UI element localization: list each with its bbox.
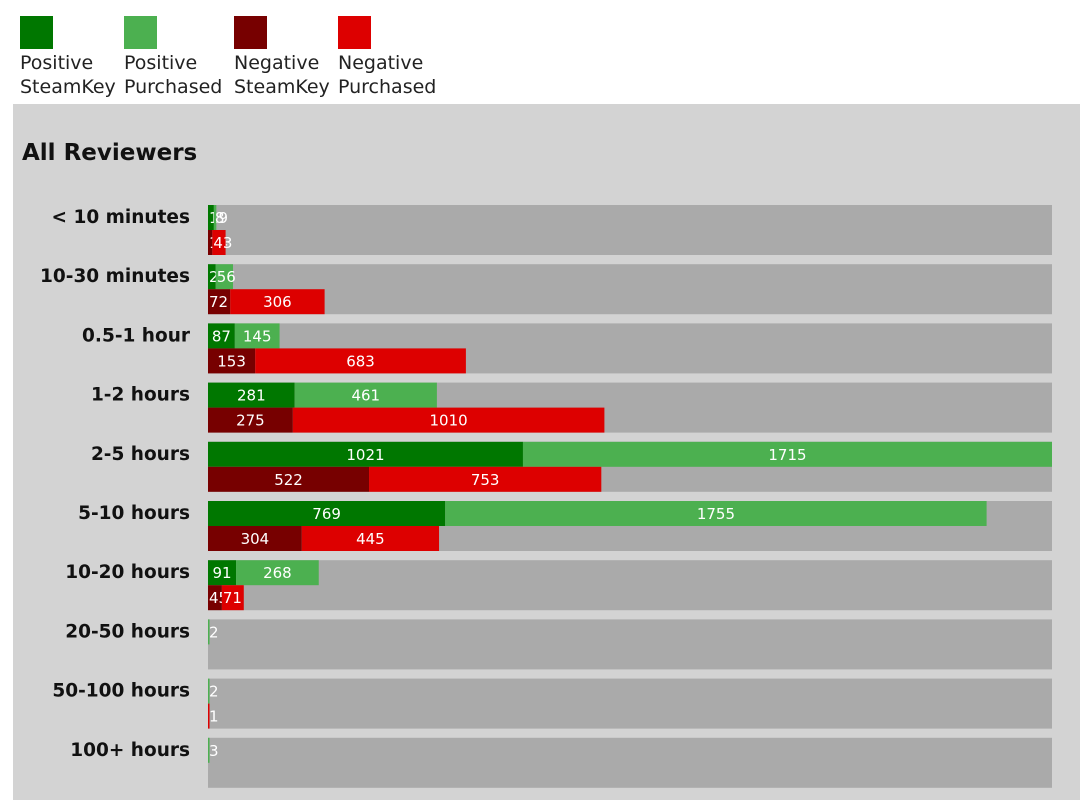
bar-value-label: 1715: [768, 446, 806, 464]
bar-negative-steamkey: [208, 526, 302, 551]
bar-track: [208, 205, 1052, 255]
bar-value-label: 1755: [697, 505, 735, 523]
bar-value-label: 306: [263, 293, 292, 311]
bar-negative-purchased: [221, 585, 244, 611]
bar-value-label: 769: [312, 505, 341, 523]
legend-item: Negative Purchased: [338, 16, 436, 99]
bar-negative-steamkey: [208, 407, 293, 433]
bar-negative-purchased: [369, 466, 602, 492]
bar-positive-steamkey: [208, 205, 214, 230]
bar-value-label: 1: [209, 708, 219, 726]
bar-positive-purchased: [208, 678, 210, 704]
bar-positive-purchased: [236, 560, 319, 586]
bar-positive-steamkey: [208, 382, 295, 408]
bar-value-label: 445: [356, 530, 385, 548]
bar-value-label: 71: [223, 589, 242, 607]
bar-track: [208, 264, 1052, 315]
bar-value-label: 145: [243, 327, 272, 345]
bar-positive-purchased: [445, 501, 987, 526]
legend-item: Negative SteamKey: [234, 16, 330, 99]
legend-item: Positive SteamKey: [20, 16, 116, 99]
category-label: 10-20 hours: [65, 562, 190, 583]
bar-negative-steamkey: [208, 289, 231, 315]
legend-label: Positive SteamKey: [20, 52, 116, 98]
bar-value-label: 43: [213, 234, 232, 252]
bar-value-label: 91: [212, 564, 231, 582]
bar-value-label: 275: [236, 412, 265, 430]
category-label: 0.5-1 hour: [82, 325, 191, 346]
bar-positive-purchased: [208, 619, 210, 645]
bar-positive-purchased: [234, 323, 280, 349]
bar-value-label: 281: [237, 387, 266, 405]
legend-label: Positive Purchased: [124, 52, 223, 98]
bar-value-label: 753: [471, 471, 500, 489]
bar-value-label: 3: [209, 742, 219, 760]
bar-track: [208, 737, 1052, 788]
bar-value-label: 1010: [430, 412, 468, 430]
legend-label: Negative Purchased: [338, 52, 437, 98]
legend-swatch: [20, 16, 53, 49]
bar-value-label: 268: [263, 564, 292, 582]
bar-track: [208, 678, 1052, 729]
bar-value-label: 522: [274, 471, 303, 489]
bar-negative-purchased: [255, 348, 466, 374]
bar-positive-steamkey: [208, 441, 523, 467]
bar-negative-purchased: [212, 230, 226, 255]
category-label: 20-50 hours: [65, 621, 190, 642]
bar-positive-purchased: [208, 737, 210, 763]
legend-swatch: [124, 16, 157, 49]
bar-value-label: 683: [346, 352, 375, 370]
bar-value-label: 304: [241, 530, 270, 548]
chart-title: All Reviewers: [22, 140, 198, 166]
category-label: 5-10 hours: [78, 503, 190, 524]
bar-value-label: 87: [212, 327, 231, 345]
bar-negative-purchased: [208, 703, 210, 729]
bar-value-label: 461: [351, 387, 380, 405]
bar-negative-purchased: [230, 289, 325, 315]
category-label: < 10 minutes: [52, 207, 191, 228]
bar-positive-purchased: [213, 205, 217, 230]
bar-positive-purchased: [294, 382, 437, 408]
category-label: 1-2 hours: [91, 385, 190, 406]
chart-panel: All Reviewers < 10 minutes198144310-30 m…: [13, 104, 1080, 800]
bar-value-label: 153: [217, 352, 246, 370]
bar-positive-purchased: [522, 441, 1052, 467]
category-label: 100+ hours: [70, 740, 190, 761]
category-label: 50-100 hours: [52, 681, 190, 702]
bar-track: [208, 619, 1052, 670]
bar-value-label: 56: [217, 268, 236, 286]
bar-positive-steamkey: [208, 323, 235, 349]
legend-swatch: [338, 16, 371, 49]
bar-value-label: 72: [209, 293, 228, 311]
bar-negative-steamkey: [208, 348, 256, 374]
bar-positive-purchased: [215, 264, 233, 290]
bar-value-label: 2: [209, 683, 219, 701]
bar-value-label: 19: [209, 209, 228, 227]
bar-negative-purchased: [301, 526, 440, 551]
legend-swatch: [234, 16, 267, 49]
reviewers-bar-chart: < 10 minutes198144310-30 minutes25567230…: [40, 205, 1052, 788]
bar-positive-steamkey: [208, 501, 446, 526]
legend: Positive SteamKey Positive Purchased Negat…: [0, 0, 1080, 104]
category-label: 10-30 minutes: [40, 266, 190, 287]
bar-negative-steamkey: [208, 230, 213, 255]
bar-value-label: 1021: [346, 446, 384, 464]
bar-positive-steamkey: [208, 560, 237, 586]
bar-value-label: 2: [209, 623, 219, 641]
legend-label: Negative SteamKey: [234, 52, 330, 98]
bar-negative-steamkey: [208, 466, 370, 492]
bar-positive-steamkey: [208, 264, 216, 290]
category-label: 2-5 hours: [91, 444, 190, 465]
legend-item: Positive Purchased: [124, 16, 222, 99]
bar-negative-steamkey: [208, 585, 222, 611]
bar-value-label: 8: [215, 209, 225, 227]
bar-track: [208, 560, 1052, 611]
bar-negative-purchased: [292, 407, 605, 433]
